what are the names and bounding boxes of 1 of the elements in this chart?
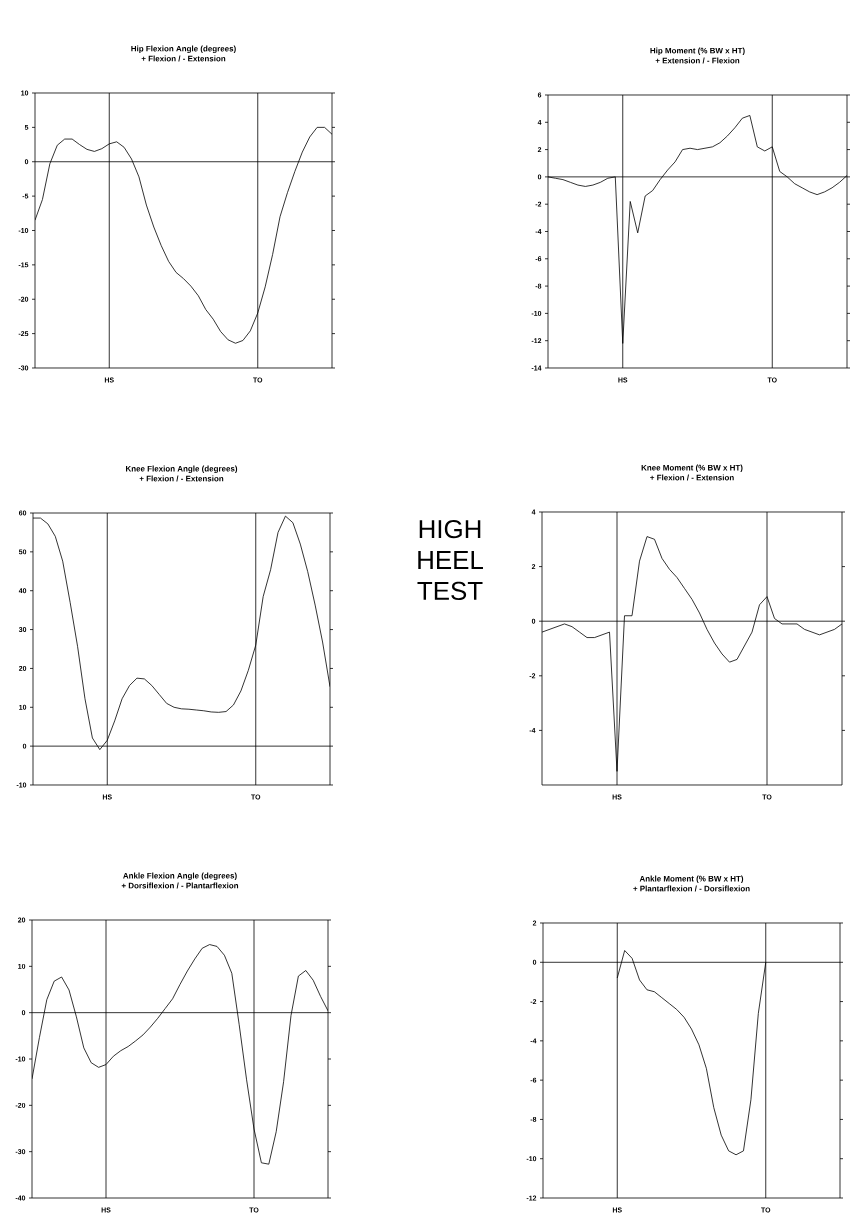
text: HIGH HEEL TEST xyxy=(417,519,483,601)
